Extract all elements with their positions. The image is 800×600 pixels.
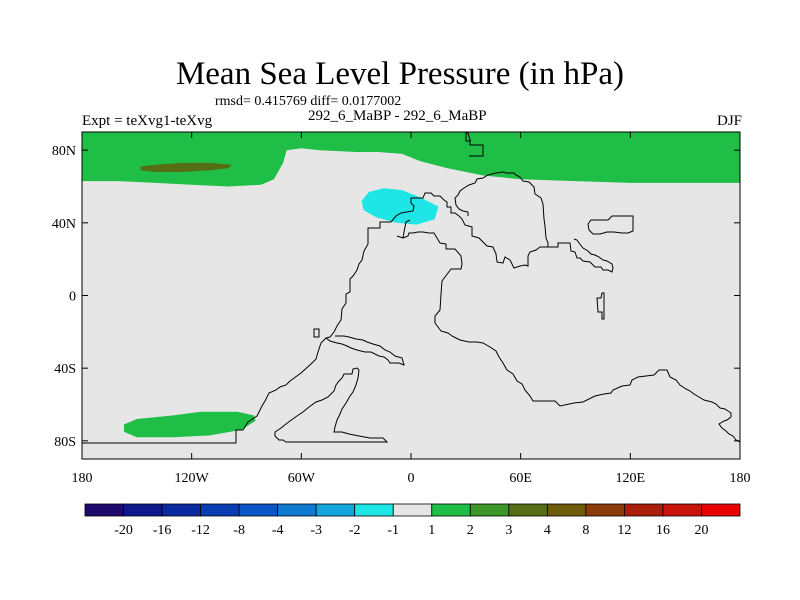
colorbar-label: -4 (272, 523, 284, 538)
colorbar-swatch (277, 503, 317, 517)
y-tick-label: 40N (52, 217, 76, 232)
coastlines (82, 132, 740, 444)
y-tick-label: 80S (54, 435, 76, 450)
x-tick-label: 0 (408, 471, 415, 486)
colorbar-label: -8 (233, 523, 245, 538)
x-tick-label: 180 (72, 471, 93, 486)
rmsd-diff-label: rmsd= 0.415769 diff= 0.0177002 (215, 94, 402, 109)
y-tick-label: 40S (54, 362, 76, 377)
chart-title: Mean Sea Level Pressure (in hPa) (175, 56, 625, 92)
colorbar-swatch (585, 503, 625, 517)
colorbar: -20 -16 -12 -8 -4 -3 -2 -1 1 2 3 4 8 12 16 20 (84, 503, 741, 538)
region-north-polar-positive (82, 132, 740, 187)
colorbar-label: 12 (617, 523, 631, 538)
coastline-north-america (465, 132, 484, 157)
coastline-africa-west (402, 231, 740, 443)
colorbar-swatch (123, 503, 163, 517)
colorbar-label: 8 (582, 523, 589, 538)
colorbar-label: 4 (544, 523, 551, 538)
colorbar-swatch (662, 503, 702, 517)
coastline-peninsula (325, 335, 405, 366)
y-tick-label: 0 (69, 290, 76, 305)
colorbar-label: -3 (310, 523, 322, 538)
colorbar-swatch (161, 503, 201, 517)
y-tick-label: 80N (52, 144, 76, 159)
anomaly-regions (82, 132, 740, 438)
coastline-island (596, 292, 605, 320)
season-label: DJF (716, 113, 742, 129)
x-tick-label: 60E (509, 471, 532, 486)
x-tick-label: 180 (730, 471, 751, 486)
x-tick-label: 120W (175, 471, 210, 486)
colorbar-label: 16 (656, 523, 670, 538)
colorbar-swatch (701, 503, 741, 517)
colorbar-label: 20 (694, 523, 708, 538)
coastline-island-small (313, 328, 320, 338)
colorbar-swatch (508, 503, 548, 517)
region-north-pacific-high (140, 162, 232, 172)
colorbar-label: -1 (387, 523, 399, 538)
colorbar-swatch (238, 503, 279, 517)
colorbar-swatch (315, 503, 356, 517)
x-tick-label: 60W (288, 471, 316, 486)
colorbar-swatch (624, 503, 664, 517)
colorbar-swatch (431, 503, 471, 517)
coastline-southern-fingers (274, 367, 389, 443)
colorbar-label: -20 (114, 523, 133, 538)
chart-subtitle: 292_6_MaBP - 292_6_MaBP (308, 108, 487, 124)
colorbar-label: -16 (153, 523, 172, 538)
colorbar-label: 3 (505, 523, 512, 538)
coastline-south-america (82, 197, 416, 444)
coastline-east-asia (548, 238, 614, 273)
region-north-atlantic-low (361, 188, 439, 225)
colorbar-label: -12 (191, 523, 210, 538)
axes: 180 120W 60W 0 60E 120E 180 80N 40N 0 40S 80S (52, 132, 751, 486)
colorbar-swatch (392, 503, 433, 517)
plot-background (82, 132, 740, 459)
coastline-eurasia (416, 171, 549, 269)
colorbar-label: 2 (467, 523, 474, 538)
experiment-label: Expt = teXvg1-teXvg (82, 113, 213, 129)
colorbar-swatch (469, 503, 510, 517)
colorbar-label: -2 (349, 523, 361, 538)
colorbar-swatch (200, 503, 240, 517)
region-south-pacific-positive (124, 411, 256, 438)
x-tick-label: 120E (616, 471, 646, 486)
coastline-europe (396, 219, 411, 239)
colorbar-label: 1 (428, 523, 435, 538)
colorbar-swatch (354, 503, 394, 517)
colorbar-swatch (84, 503, 124, 517)
colorbar-swatch (546, 503, 587, 517)
coastline-japan (587, 215, 634, 235)
